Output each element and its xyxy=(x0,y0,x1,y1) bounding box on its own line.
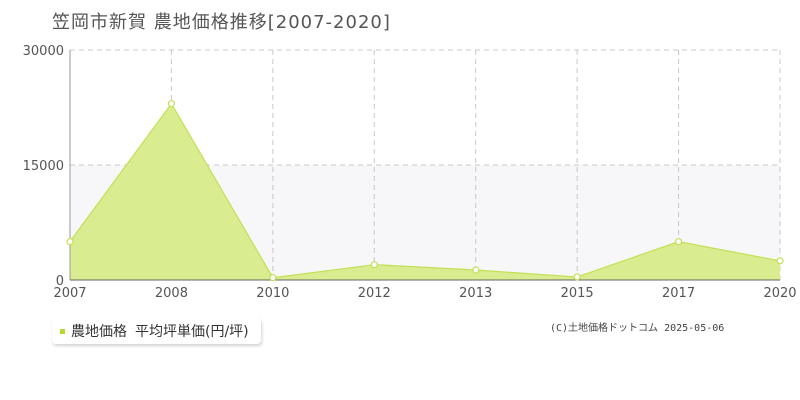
data-point xyxy=(167,100,176,108)
legend: 農地価格 平均坪単価(円/坪) xyxy=(52,318,261,344)
x-tick-label: 2007 xyxy=(53,286,86,301)
x-tick-label: 2015 xyxy=(561,286,594,301)
x-tick-label: 2008 xyxy=(155,286,188,301)
series-area xyxy=(70,103,780,281)
x-tick-label: 2020 xyxy=(763,286,796,301)
data-point xyxy=(776,257,784,265)
data-point xyxy=(66,238,74,246)
x-tick-label: 2017 xyxy=(662,286,695,301)
y-tick-label: 30000 xyxy=(23,44,64,59)
series-line xyxy=(69,102,781,279)
x-tick-label: 2010 xyxy=(256,286,289,301)
data-point xyxy=(472,266,480,274)
data-point xyxy=(573,273,581,281)
legend-series-label: 農地価格 xyxy=(71,324,127,340)
y-tick-label: 0 xyxy=(56,274,64,289)
y-tick-label: 15000 xyxy=(23,159,64,174)
copyright-text: (C)土地価格ドットコム 2025-05-06 xyxy=(550,323,725,334)
legend-marker xyxy=(60,328,65,334)
data-point xyxy=(269,274,277,282)
data-point xyxy=(674,238,683,246)
data-point xyxy=(370,261,378,269)
chart-title: 笠岡市新賀 農地価格推移[2007-2020] xyxy=(52,12,391,33)
x-tick-label: 2012 xyxy=(358,286,391,301)
legend-unit-label: 平均坪単価(円/坪) xyxy=(135,324,249,340)
x-tick-label: 2013 xyxy=(459,286,492,301)
